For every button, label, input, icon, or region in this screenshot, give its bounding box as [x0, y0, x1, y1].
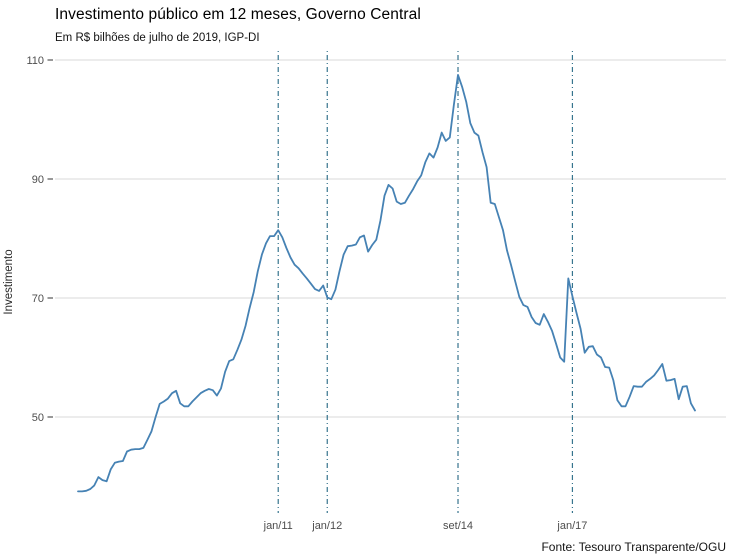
y-tick-label: 110: [26, 55, 44, 67]
x-tick-label: jan/17: [556, 520, 587, 532]
investment-series-line: [77, 74, 696, 493]
chart-subtitle: Em R$ bilhões de julho de 2019, IGP-DI: [55, 32, 260, 44]
x-tick-label: jan/11: [263, 520, 293, 532]
chart-caption: Fonte: Tesouro Transparente/OGU: [541, 540, 726, 554]
y-tick-label: 90: [32, 174, 44, 186]
y-axis-title: Investimento: [3, 249, 15, 315]
chart-title: Investimento público em 12 meses, Govern…: [55, 6, 421, 23]
y-tick-label: 50: [32, 412, 44, 424]
y-tick-label: 70: [32, 293, 44, 305]
x-tick-label: jan/12: [311, 520, 342, 532]
x-tick-label: set/14: [443, 520, 473, 532]
